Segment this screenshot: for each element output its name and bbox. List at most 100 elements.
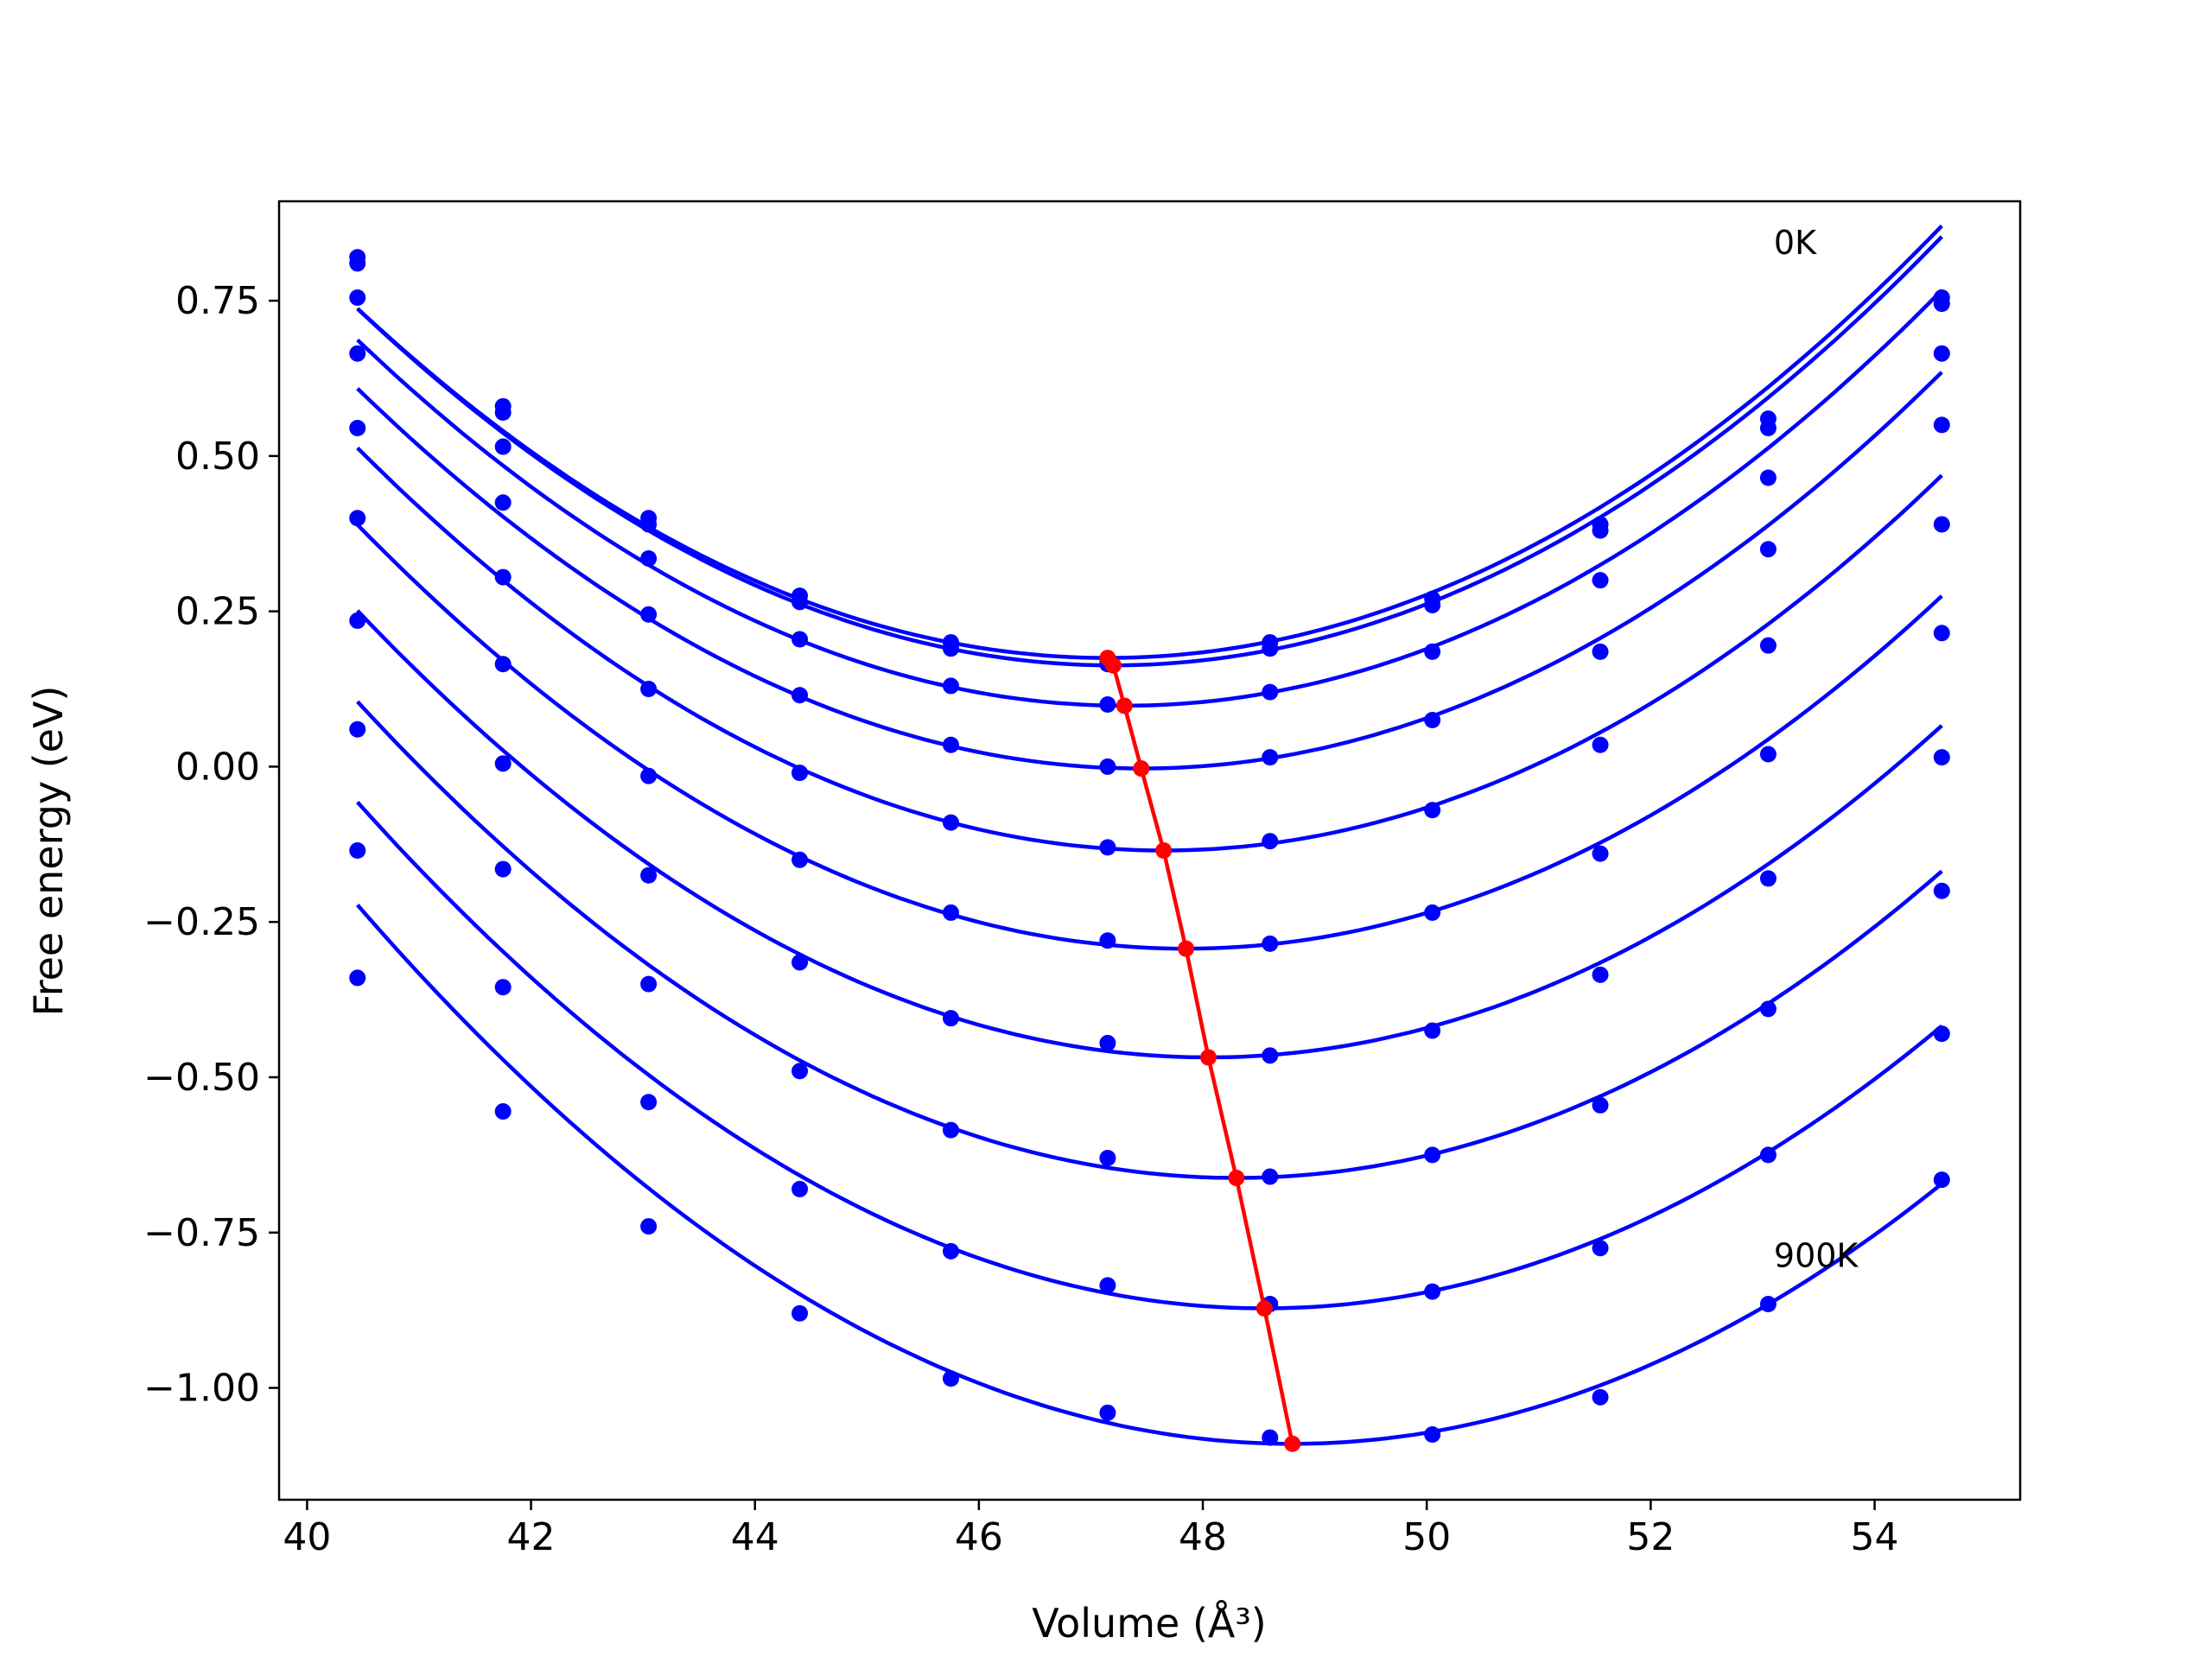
data-point-s6-3	[640, 767, 658, 784]
data-point-s5-7	[1262, 833, 1279, 850]
data-point-s9-6	[1099, 1277, 1116, 1294]
data-point-s3-9	[1592, 572, 1609, 589]
data-point-s4-3	[640, 606, 658, 623]
data-point-s4-1	[349, 345, 366, 362]
series-line-3	[356, 289, 1943, 708]
minimum-point-7	[1200, 1049, 1217, 1066]
data-point-s2-1	[349, 255, 366, 272]
y-tick-label: 0.25	[175, 590, 260, 634]
data-point-s3-8	[1424, 643, 1441, 660]
minima-line	[1106, 657, 1294, 1444]
x-axis-ticks: 40 42 44 46 48 50 52 54	[283, 1500, 1899, 1559]
y-tick-label: −0.50	[143, 1056, 260, 1100]
data-point-s7-7	[1262, 1047, 1279, 1064]
data-point-s2-7	[1262, 640, 1279, 657]
data-point-s4-11	[1933, 416, 1950, 434]
data-point-s2-3	[640, 516, 658, 533]
data-point-s7-2	[494, 755, 512, 772]
data-point-s2-10	[1759, 419, 1777, 436]
data-point-s5-10	[1759, 637, 1777, 654]
y-tick-label: −0.75	[143, 1211, 260, 1255]
data-point-s7-1	[349, 612, 366, 629]
data-point-s5-8	[1424, 802, 1441, 819]
data-point-s10-8	[1424, 1425, 1441, 1443]
x-tick-label: 42	[507, 1515, 556, 1559]
data-point-s8-4	[791, 1063, 809, 1080]
data-point-s7-4	[791, 954, 809, 971]
y-axis-ticks: −1.00 −0.75 −0.50 −0.25 0.00 0.25 0.50 0.75	[143, 279, 279, 1411]
data-point-s3-2	[494, 438, 512, 455]
data-point-s9-4	[791, 1180, 809, 1197]
series-line-4	[356, 371, 1943, 771]
data-point-s6-5	[942, 904, 959, 921]
x-tick-label: 44	[731, 1515, 779, 1559]
plot-area	[349, 224, 1950, 1452]
data-point-s4-8	[1424, 711, 1441, 728]
data-point-s6-2	[494, 656, 512, 673]
data-point-s6-4	[791, 851, 809, 868]
data-point-s5-5	[942, 814, 959, 831]
data-point-s6-1	[349, 510, 366, 527]
data-point-s9-9	[1592, 1240, 1609, 1257]
data-point-s5-9	[1592, 736, 1609, 753]
series-line-8	[356, 700, 1943, 1180]
data-point-s5-1	[349, 419, 366, 436]
data-point-s10-11	[1933, 1171, 1950, 1189]
annotation-label-2: 900K	[1774, 1236, 1859, 1274]
data-point-s5-11	[1933, 516, 1950, 533]
data-point-s2-8	[1424, 596, 1441, 613]
data-point-s10-2	[494, 1103, 512, 1120]
data-point-s6-9	[1592, 845, 1609, 862]
data-point-s6-8	[1424, 904, 1441, 921]
x-tick-label: 52	[1626, 1515, 1675, 1559]
y-tick-label: −0.25	[143, 900, 260, 944]
data-point-s7-9	[1592, 966, 1609, 983]
data-point-s10-7	[1262, 1429, 1279, 1446]
data-point-s10-1	[349, 969, 366, 987]
x-tick-label: 40	[283, 1515, 331, 1559]
data-point-s4-7	[1262, 749, 1279, 766]
data-point-s2-2	[494, 404, 512, 422]
data-point-s4-4	[791, 687, 809, 704]
data-point-s7-6	[1099, 1034, 1116, 1051]
data-point-s8-9	[1592, 1096, 1609, 1114]
series-line-7	[356, 609, 1943, 1060]
data-point-s9-11	[1933, 1025, 1950, 1043]
data-point-s3-11	[1933, 345, 1950, 362]
data-point-s10-10	[1759, 1295, 1777, 1312]
y-axis-label: Free energy (eV)	[25, 686, 72, 1017]
data-point-s10-3	[640, 1218, 658, 1235]
y-tick-label: 0.50	[175, 435, 260, 479]
series-line-5	[356, 446, 1943, 853]
data-point-s9-2	[494, 979, 512, 996]
data-point-s3-1	[349, 289, 366, 306]
data-point-s5-2	[494, 568, 512, 586]
data-point-s7-11	[1933, 749, 1950, 766]
y-tick-label: 0.75	[175, 279, 260, 323]
data-point-s5-6	[1099, 839, 1116, 856]
series-line-6	[356, 523, 1943, 951]
data-point-s6-10	[1759, 746, 1777, 763]
data-point-s6-7	[1262, 935, 1279, 952]
series-line-9	[356, 800, 1943, 1311]
data-point-s4-6	[1099, 758, 1116, 775]
data-point-s7-3	[640, 866, 658, 884]
minimum-point-8	[1228, 1169, 1245, 1186]
data-point-s9-10	[1759, 1146, 1777, 1164]
data-point-s9-5	[942, 1242, 959, 1260]
series-line-10	[356, 904, 1943, 1446]
x-tick-label: 46	[955, 1515, 1003, 1559]
minimum-point-10	[1284, 1435, 1301, 1452]
data-point-s2-11	[1933, 295, 1950, 313]
data-point-s3-10	[1759, 469, 1777, 486]
data-point-s4-10	[1759, 541, 1777, 558]
data-point-s8-3	[640, 975, 658, 993]
data-point-s8-8	[1424, 1146, 1441, 1164]
data-point-s6-6	[1099, 932, 1116, 949]
data-point-s9-3	[640, 1094, 658, 1111]
data-point-s10-6	[1099, 1404, 1116, 1421]
axes-frame	[277, 200, 2022, 1501]
x-axis-label: Volume (Å³)	[1032, 1600, 1267, 1647]
series-line-2	[356, 235, 1943, 668]
